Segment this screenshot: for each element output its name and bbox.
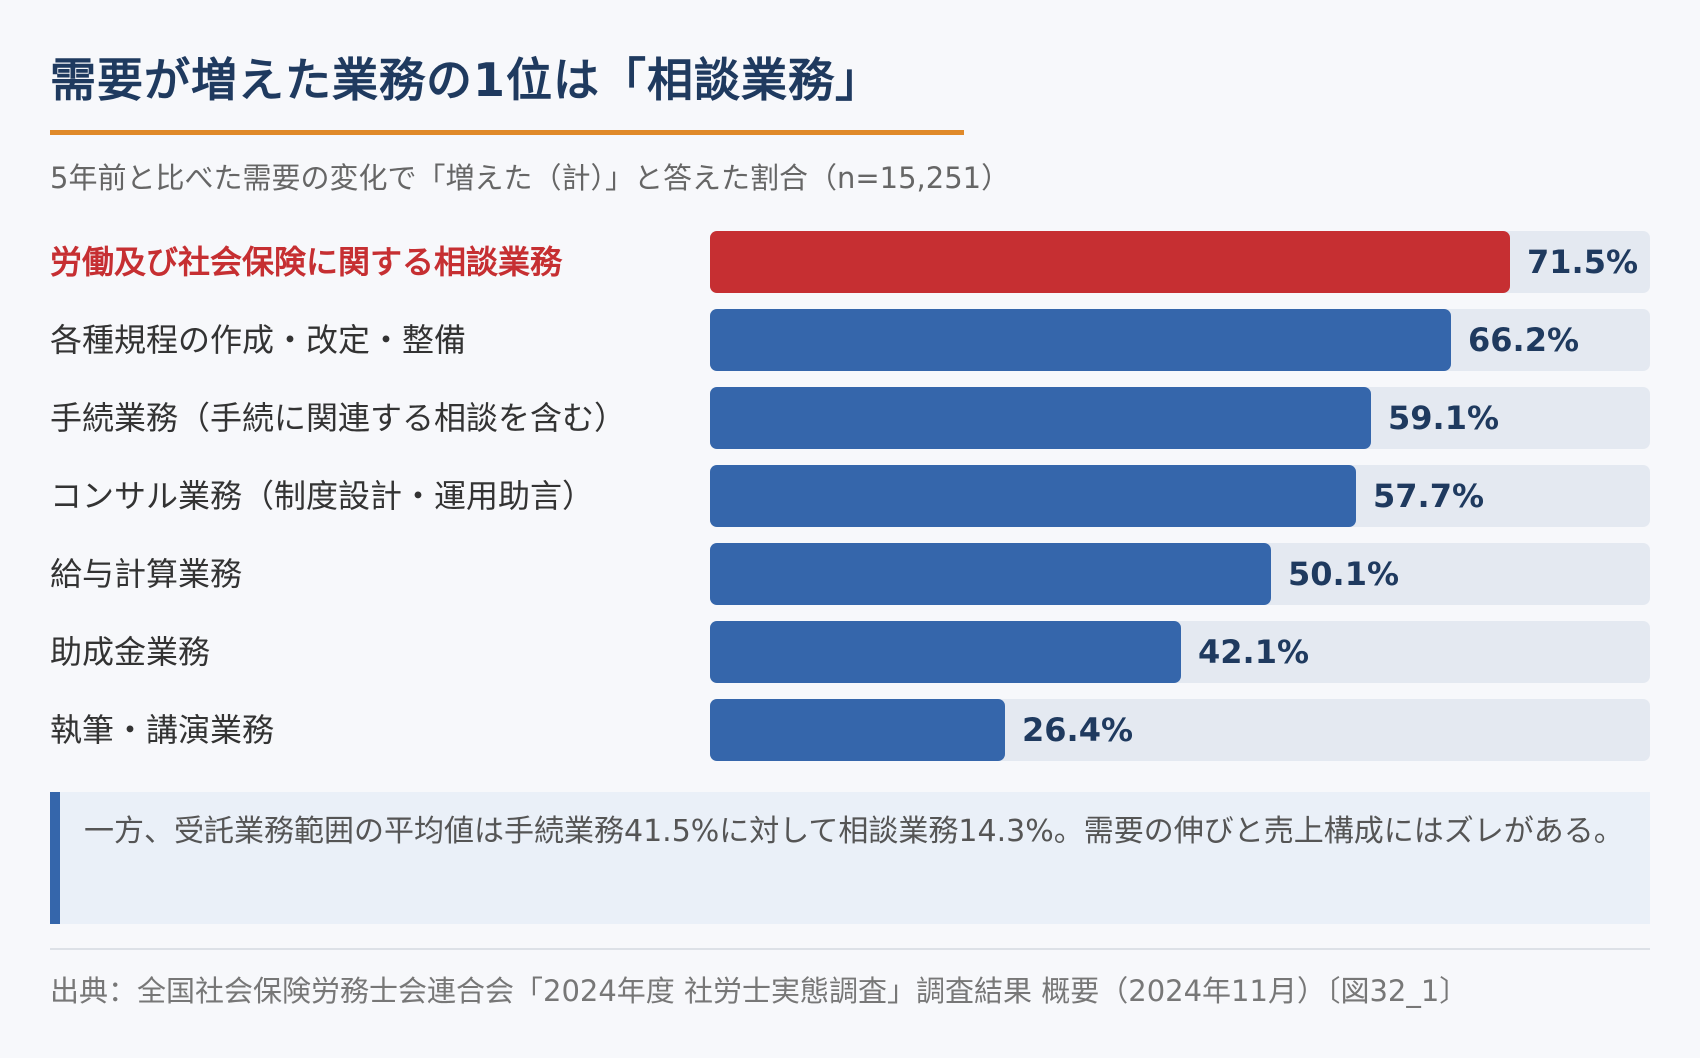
value-label: 57.7% [1373,477,1485,515]
bar-track: 66.2% [710,309,1650,371]
value-label: 66.2% [1468,321,1580,359]
category-label: 労働及び社会保険に関する相談業務 [50,243,563,281]
bar-row: コンサル業務（制度設計・運用助言） 57.7% [0,465,1700,527]
value-label: 42.1% [1198,633,1310,671]
source-divider [50,948,1650,950]
chart-title: 需要が増えた業務の1位は「相談業務」 [50,53,883,107]
category-label: 給与計算業務 [50,555,243,593]
callout-note: 一方、受託業務範囲の平均値は手続業務41.5%に対して相談業務14.3%。需要の… [50,792,1650,924]
title-underline [50,130,964,135]
category-label: 執筆・講演業務 [50,711,275,749]
bar-track: 50.1% [710,543,1650,605]
bar-row: 給与計算業務 50.1% [0,543,1700,605]
bar-row: 執筆・講演業務 26.4% [0,699,1700,761]
value-label: 50.1% [1288,555,1400,593]
bar-track: 59.1% [710,387,1650,449]
bar-track: 26.4% [710,699,1650,761]
value-label: 26.4% [1022,711,1134,749]
bar [710,387,1371,449]
bar-row: 助成金業務 42.1% [0,621,1700,683]
category-label: 手続業務（手続に関連する相談を含む） [50,399,627,437]
bar-row: 労働及び社会保険に関する相談業務 71.5% [0,231,1700,293]
chart-subtitle: 5年前と比べた需要の変化で「増えた（計）」と答えた割合（n=15,251） [50,161,1011,195]
bar-track: 42.1% [710,621,1650,683]
bar-track: 71.5% [710,231,1650,293]
bar-track: 57.7% [710,465,1650,527]
bar [710,309,1451,371]
category-label: 助成金業務 [50,633,211,671]
bar [710,621,1181,683]
callout-note-text: 一方、受託業務範囲の平均値は手続業務41.5%に対して相談業務14.3%。需要の… [84,814,1624,849]
bar [710,231,1510,293]
bar [710,543,1271,605]
value-label: 59.1% [1388,399,1500,437]
bar [710,465,1356,527]
bar [710,699,1005,761]
bar-chart: 労働及び社会保険に関する相談業務 71.5% 各種規程の作成・改定・整備 66.2% 手… [0,231,1700,761]
bar-row: 手続業務（手続に関連する相談を含む） 59.1% [0,387,1700,449]
bar-row: 各種規程の作成・改定・整備 66.2% [0,309,1700,371]
value-label: 71.5% [1527,243,1639,281]
category-label: コンサル業務（制度設計・運用助言） [50,477,595,515]
source-citation: 出典：全国社会保険労務士会連合会「2024年度 社労士実態調査」調査結果 概要（… [50,974,1469,1008]
category-label: 各種規程の作成・改定・整備 [50,321,467,359]
